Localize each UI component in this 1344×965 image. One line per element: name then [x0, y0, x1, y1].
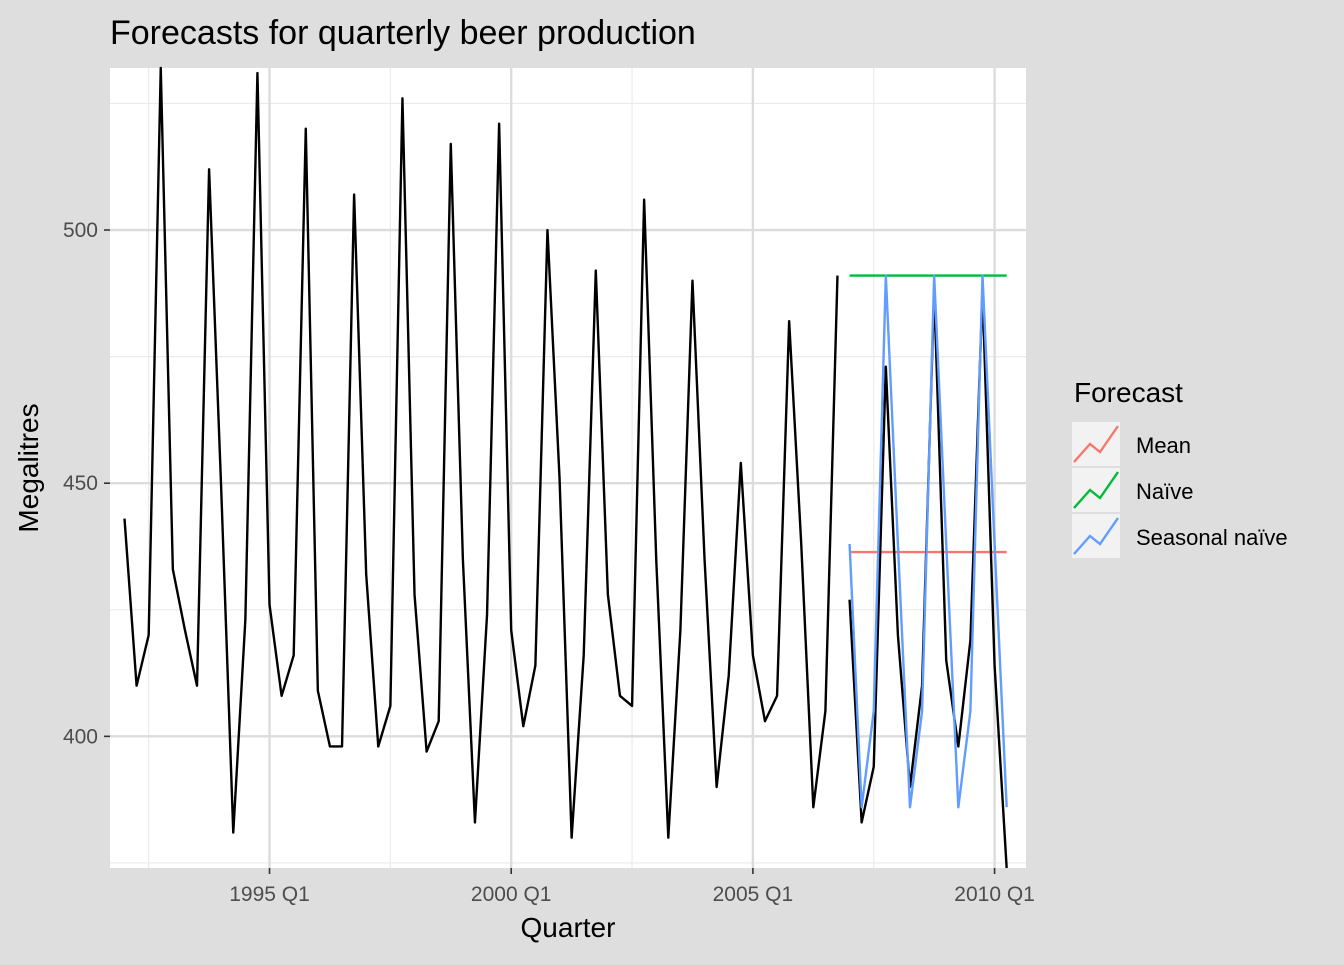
- chart-title: Forecasts for quarterly beer production: [110, 14, 696, 52]
- x-axis-title: Quarter: [521, 912, 616, 943]
- series-layer: [123, 66, 1008, 869]
- legend-label: Mean: [1136, 433, 1191, 458]
- legend-title: Forecast: [1074, 377, 1183, 408]
- series-actual-line: [123, 66, 839, 839]
- y-tick-label: 400: [63, 725, 98, 748]
- legend-entry: Seasonal naïve: [1072, 514, 1288, 558]
- major-gridlines: [110, 68, 1026, 868]
- legend-entry: Naïve: [1072, 468, 1193, 512]
- legend-key-line: [1073, 517, 1119, 555]
- x-tick-label: 2000 Q1: [471, 883, 552, 906]
- legend: Forecast Mean Naïve Seasonal naïve: [1072, 377, 1288, 558]
- legend-label: Seasonal naïve: [1136, 525, 1288, 550]
- legend-key-line: [1073, 471, 1119, 509]
- y-axis-title: Megalitres: [13, 403, 44, 532]
- series-seasonal-naive-line: [848, 274, 1008, 809]
- x-tick-label: 2005 Q1: [713, 883, 794, 906]
- x-tick-label: 2010 Q1: [954, 883, 1035, 906]
- x-tick-label: 1995 Q1: [229, 883, 310, 906]
- y-axis-ticks: 400 450 500: [63, 219, 110, 748]
- legend-key: [1072, 468, 1120, 512]
- y-tick-label: 500: [63, 219, 98, 242]
- minor-gridlines: [110, 68, 1026, 868]
- legend-label: Naïve: [1136, 479, 1193, 504]
- legend-key-line: [1073, 425, 1119, 463]
- y-tick-label: 450: [63, 472, 98, 495]
- legend-entry: Mean: [1072, 422, 1191, 466]
- legend-key: [1072, 514, 1120, 558]
- x-axis-ticks: 1995 Q1 2000 Q1 2005 Q1 2010 Q1: [229, 868, 1035, 906]
- legend-key: [1072, 422, 1120, 466]
